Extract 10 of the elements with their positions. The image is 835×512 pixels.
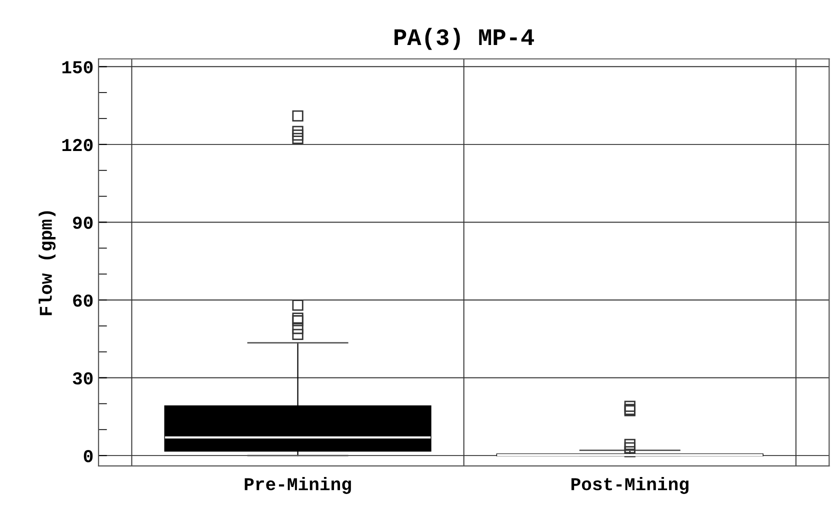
y-tick-label: 120 [62, 138, 93, 152]
x-tick-label: Post-Mining [571, 477, 688, 494]
y-tick-label: 150 [62, 61, 93, 74]
y-tick-label: 60 [73, 294, 93, 307]
x-tick-label: Pre-Mining [244, 477, 351, 494]
chart-title: PA(3) MP-4 [394, 28, 534, 50]
y-tick-label: 30 [72, 372, 93, 385]
y-axis-title: Flow (gpm) [38, 211, 56, 316]
y-tick-label: 90 [73, 216, 93, 229]
y-tick-label: 0 [84, 450, 93, 462]
